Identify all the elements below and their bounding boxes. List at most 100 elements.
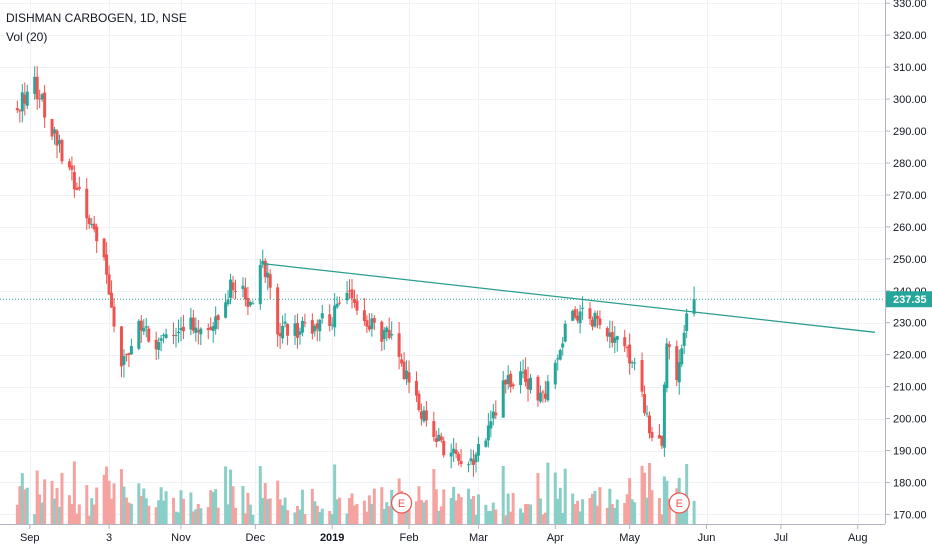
- candle-body: [90, 224, 94, 226]
- candle-body: [122, 356, 126, 365]
- candle-body: [623, 337, 627, 347]
- candle-body: [92, 223, 96, 230]
- candle-body: [419, 411, 423, 419]
- candle-body: [680, 348, 684, 365]
- volume-bar: [75, 513, 79, 524]
- volume-bar: [60, 472, 64, 524]
- earnings-marker[interactable]: [668, 492, 690, 514]
- volume-bar: [645, 497, 649, 524]
- candle-body: [667, 344, 671, 348]
- candle-body: [576, 315, 580, 321]
- volume-bar: [630, 499, 634, 524]
- candle-body: [402, 361, 406, 379]
- volume-bar: [422, 502, 426, 524]
- volume-bar: [176, 512, 180, 524]
- candle-body: [370, 318, 374, 329]
- candle-body: [362, 310, 366, 322]
- volume-bar: [174, 511, 178, 524]
- candle-body: [95, 226, 99, 242]
- candle-body: [159, 338, 163, 341]
- trendline[interactable]: [262, 262, 876, 333]
- volume-bar: [95, 487, 99, 524]
- candle-body: [211, 326, 215, 331]
- candle-body: [298, 331, 302, 335]
- volume-bar: [70, 503, 74, 524]
- volume-bar: [278, 499, 282, 524]
- volume-bar: [315, 505, 319, 524]
- volume-bar: [511, 493, 515, 524]
- candle-body: [685, 313, 689, 332]
- candle-body: [53, 129, 57, 134]
- volume-bar: [546, 462, 550, 524]
- volume-bar: [452, 486, 456, 524]
- time-tick-label: Apr: [547, 532, 564, 544]
- volume-indicator-label[interactable]: Vol (20): [6, 30, 47, 44]
- volume-bar: [33, 514, 37, 524]
- candle-body: [251, 303, 255, 305]
- volume-bar: [194, 509, 198, 524]
- price-axis-background[interactable]: [885, 0, 932, 524]
- time-axis-background[interactable]: [0, 524, 932, 550]
- candle-body: [355, 300, 359, 311]
- candle-body: [199, 328, 203, 335]
- candle-body: [571, 310, 575, 321]
- time-tick-label: May: [619, 532, 640, 544]
- candle-body: [640, 360, 644, 392]
- volume-bar: [519, 508, 523, 524]
- volume-bar: [561, 512, 565, 524]
- candle-body: [434, 438, 438, 442]
- volume-bar: [40, 502, 44, 524]
- volume-bar: [15, 504, 19, 524]
- volume-bar: [536, 473, 540, 524]
- volume-bar: [665, 480, 669, 524]
- candle-body: [129, 346, 133, 355]
- volume-bar: [449, 498, 453, 524]
- candle-body: [243, 287, 247, 300]
- candle-body: [333, 305, 337, 328]
- earnings-marker-label: E: [398, 498, 405, 510]
- volume-bar: [417, 486, 421, 524]
- volume-bar: [365, 511, 369, 524]
- candle-body: [543, 393, 547, 399]
- candle-body: [643, 394, 647, 414]
- earnings-marker-label: E: [676, 498, 683, 510]
- candle-body: [194, 327, 198, 333]
- candle-body: [422, 410, 426, 422]
- volume-bar: [506, 493, 510, 524]
- volume-bar: [424, 500, 428, 524]
- volume-bar: [335, 499, 339, 524]
- volume-bar: [608, 488, 612, 524]
- candle-body: [189, 317, 193, 330]
- candle-body: [87, 218, 91, 224]
- volume-bar: [390, 489, 394, 524]
- volume-bar: [110, 498, 114, 524]
- chart-grid: [0, 0, 885, 524]
- volume-bar: [541, 514, 545, 524]
- candle-body: [335, 303, 339, 308]
- candle-body: [556, 358, 560, 360]
- candle-body: [509, 373, 513, 387]
- price-tick-label: 310.00: [893, 62, 927, 74]
- volume-bar: [328, 510, 332, 524]
- candle-body: [467, 464, 471, 466]
- candle-body: [57, 140, 61, 144]
- volume-bar: [179, 490, 183, 524]
- price-tick-label: 230.00: [893, 318, 927, 330]
- candle-body: [162, 334, 166, 336]
- volume-bar: [467, 488, 471, 524]
- volume-bar: [529, 504, 533, 524]
- volume-bar: [231, 486, 235, 524]
- volume-bar: [504, 515, 508, 524]
- earnings-marker[interactable]: [390, 492, 413, 514]
- candle-body: [318, 319, 322, 332]
- price-tick-label: 300.00: [893, 94, 927, 106]
- candle-body: [293, 323, 297, 336]
- volume-bar: [229, 469, 233, 524]
- price-tick-label: 180.00: [893, 477, 927, 489]
- volume-bar: [209, 490, 213, 524]
- candle-body: [70, 165, 74, 170]
- volume-bar: [38, 494, 42, 524]
- volume-bar: [266, 499, 270, 524]
